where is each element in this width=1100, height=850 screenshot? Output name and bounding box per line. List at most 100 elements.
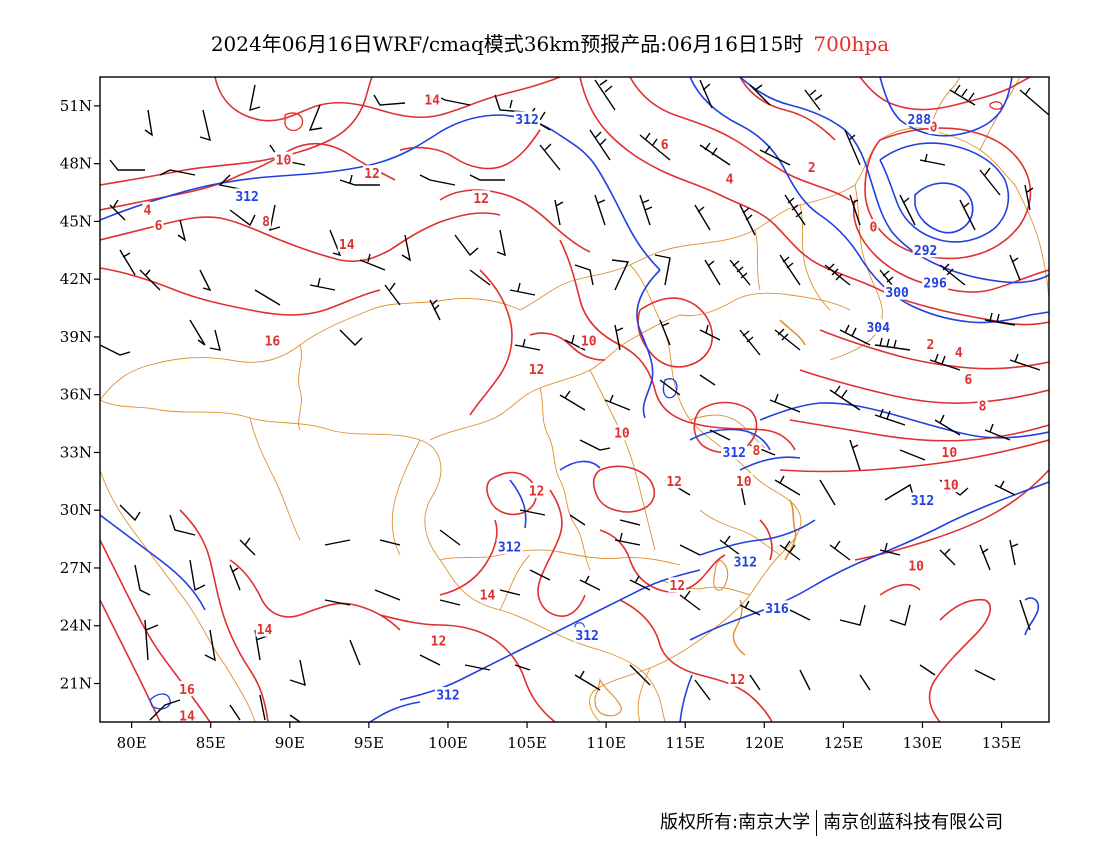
y-tick-label: 51N xyxy=(60,97,92,115)
temperature-contour-label: 12 xyxy=(529,484,545,499)
temperature-contour-label-background xyxy=(177,681,196,697)
temperature-contour-label-background xyxy=(337,236,356,252)
longitude-axis: 80E 85E 90E 95E 100E 105E 110E 115E 120E 125E 130E… xyxy=(117,722,1022,752)
title-level: 700hpa xyxy=(813,32,890,56)
x-tick-label: 90E xyxy=(275,734,305,752)
height-contour-label-background xyxy=(574,627,601,643)
temperature-contour-label-background xyxy=(659,136,670,152)
temperature-contour-label-background xyxy=(941,477,960,493)
temperature-contour-label: 14 xyxy=(257,623,273,638)
temperature-contour-label: 12 xyxy=(669,579,685,594)
height-contour-label-background xyxy=(909,492,936,508)
border-lines xyxy=(100,77,1049,722)
temperature-contour-label-background xyxy=(963,371,974,387)
x-tick-label: 100E xyxy=(428,734,468,752)
temperature-contour-label: 8 xyxy=(752,444,760,459)
temperature-contour-label: 14 xyxy=(480,588,496,603)
temperature-contour-label: 14 xyxy=(339,238,355,253)
temperature-contour-label: 8 xyxy=(262,215,270,230)
height-contour-label: 316 xyxy=(765,602,789,617)
temperature-contour-label-background xyxy=(925,336,936,352)
temperature-contour-label-background xyxy=(724,171,735,187)
y-tick-label: 21N xyxy=(60,674,92,692)
height-contour-label: 312 xyxy=(235,190,258,205)
temperature-contour-label: 8 xyxy=(979,400,987,415)
y-tick-label: 36N xyxy=(60,386,92,404)
temperature-contour-label: 12 xyxy=(431,635,447,650)
y-tick-label: 27N xyxy=(60,559,92,577)
x-tick-label: 135E xyxy=(982,734,1022,752)
height-contour-label: 312 xyxy=(575,629,598,644)
temperature-contour-label-background xyxy=(255,621,274,637)
latitude-axis: 51N 48N 45N 42N 39N 36N 33N 30N 27N 24N 21N xyxy=(60,97,100,692)
height-contour-label-background xyxy=(865,319,892,335)
copyright-footer: 版权所有:南京大学 南京创蓝科技有限公司 xyxy=(660,808,1003,836)
temperature-contour-label-background xyxy=(612,425,631,441)
footer-separator xyxy=(816,810,818,836)
x-tick-label: 120E xyxy=(745,734,785,752)
height-contour-label-background xyxy=(763,600,790,616)
temperature-contour-label: 4 xyxy=(726,173,734,188)
temperature-contour-label: 0 xyxy=(930,121,938,136)
height-contour-label: 312 xyxy=(515,113,538,128)
temperature-contour-label-background xyxy=(668,577,687,593)
copyright-right: 南京创蓝科技有限公司 xyxy=(823,812,1004,833)
temperature-contour-label-background xyxy=(977,398,988,414)
temperature-contour-label-background xyxy=(423,92,442,108)
temperature-contour-label: 4 xyxy=(955,346,963,361)
title-main: 2024年06月16日WRF/cmaq模式36km预报产品:06月16日15时 xyxy=(210,32,804,56)
temperature-contour-label-background xyxy=(142,201,153,217)
y-tick-label: 48N xyxy=(60,155,92,173)
temperature-contour-label: 14 xyxy=(179,710,195,725)
height-contour-label: 296 xyxy=(923,277,947,292)
height-contour-label: 300 xyxy=(885,286,909,301)
temperature-contour-label: 6 xyxy=(964,373,972,388)
temperature-contour-label: 16 xyxy=(179,683,195,698)
temperature-contour-label-background xyxy=(274,151,293,167)
temperature-contour-label-background xyxy=(472,190,491,206)
wind-barbs xyxy=(100,79,1049,722)
temperature-contour-label: 10 xyxy=(276,153,292,168)
temperature-contour-label: 2 xyxy=(808,161,816,176)
height-contour-label: 312 xyxy=(911,494,934,509)
temperature-contour-label: 10 xyxy=(942,446,958,461)
temperature-contour-label-background xyxy=(579,332,598,348)
temperature-contour-label-background xyxy=(868,219,879,235)
y-tick-label: 45N xyxy=(60,212,92,230)
height-contours xyxy=(100,77,1049,722)
y-tick-label: 33N xyxy=(60,443,92,461)
temperature-contour-label: 14 xyxy=(424,94,440,109)
y-tick-label: 24N xyxy=(60,617,92,635)
temperature-contour-label: 10 xyxy=(908,560,924,575)
temperature-contour-label: 16 xyxy=(265,334,281,349)
height-contour-label: 304 xyxy=(866,321,890,336)
x-tick-label: 85E xyxy=(196,734,226,752)
x-tick-label: 115E xyxy=(665,734,705,752)
height-contour-label-background xyxy=(922,275,949,291)
temperature-contour-label-background xyxy=(928,119,939,135)
temperature-contour-label: 6 xyxy=(155,219,163,234)
x-tick-label: 80E xyxy=(117,734,147,752)
height-contour-label-background xyxy=(496,538,523,554)
temperature-contour-label: 10 xyxy=(736,475,752,490)
temperature-contour-label-background xyxy=(665,473,684,489)
temperature-contour-label-background xyxy=(751,442,762,458)
height-contour-label-background xyxy=(721,444,748,460)
height-contour-label-background xyxy=(234,188,261,204)
temperature-contour-label-background xyxy=(363,165,382,181)
height-labels: 3123122882922963003043123123123163123123… xyxy=(234,111,949,704)
temperature-contour-label-background xyxy=(806,159,817,175)
height-contour-label-background xyxy=(906,111,933,127)
temperature-contour-label: 6 xyxy=(661,138,669,153)
y-tick-label: 30N xyxy=(60,501,92,519)
x-tick-label: 125E xyxy=(824,734,864,752)
temperature-contour-label-background xyxy=(907,558,926,574)
height-contour-label: 292 xyxy=(914,244,937,259)
height-contour-label: 288 xyxy=(908,113,932,128)
temperature-contour-label: 10 xyxy=(943,479,959,494)
temperature-contour-label-background xyxy=(940,444,959,460)
height-contour-label: 312 xyxy=(436,689,459,704)
